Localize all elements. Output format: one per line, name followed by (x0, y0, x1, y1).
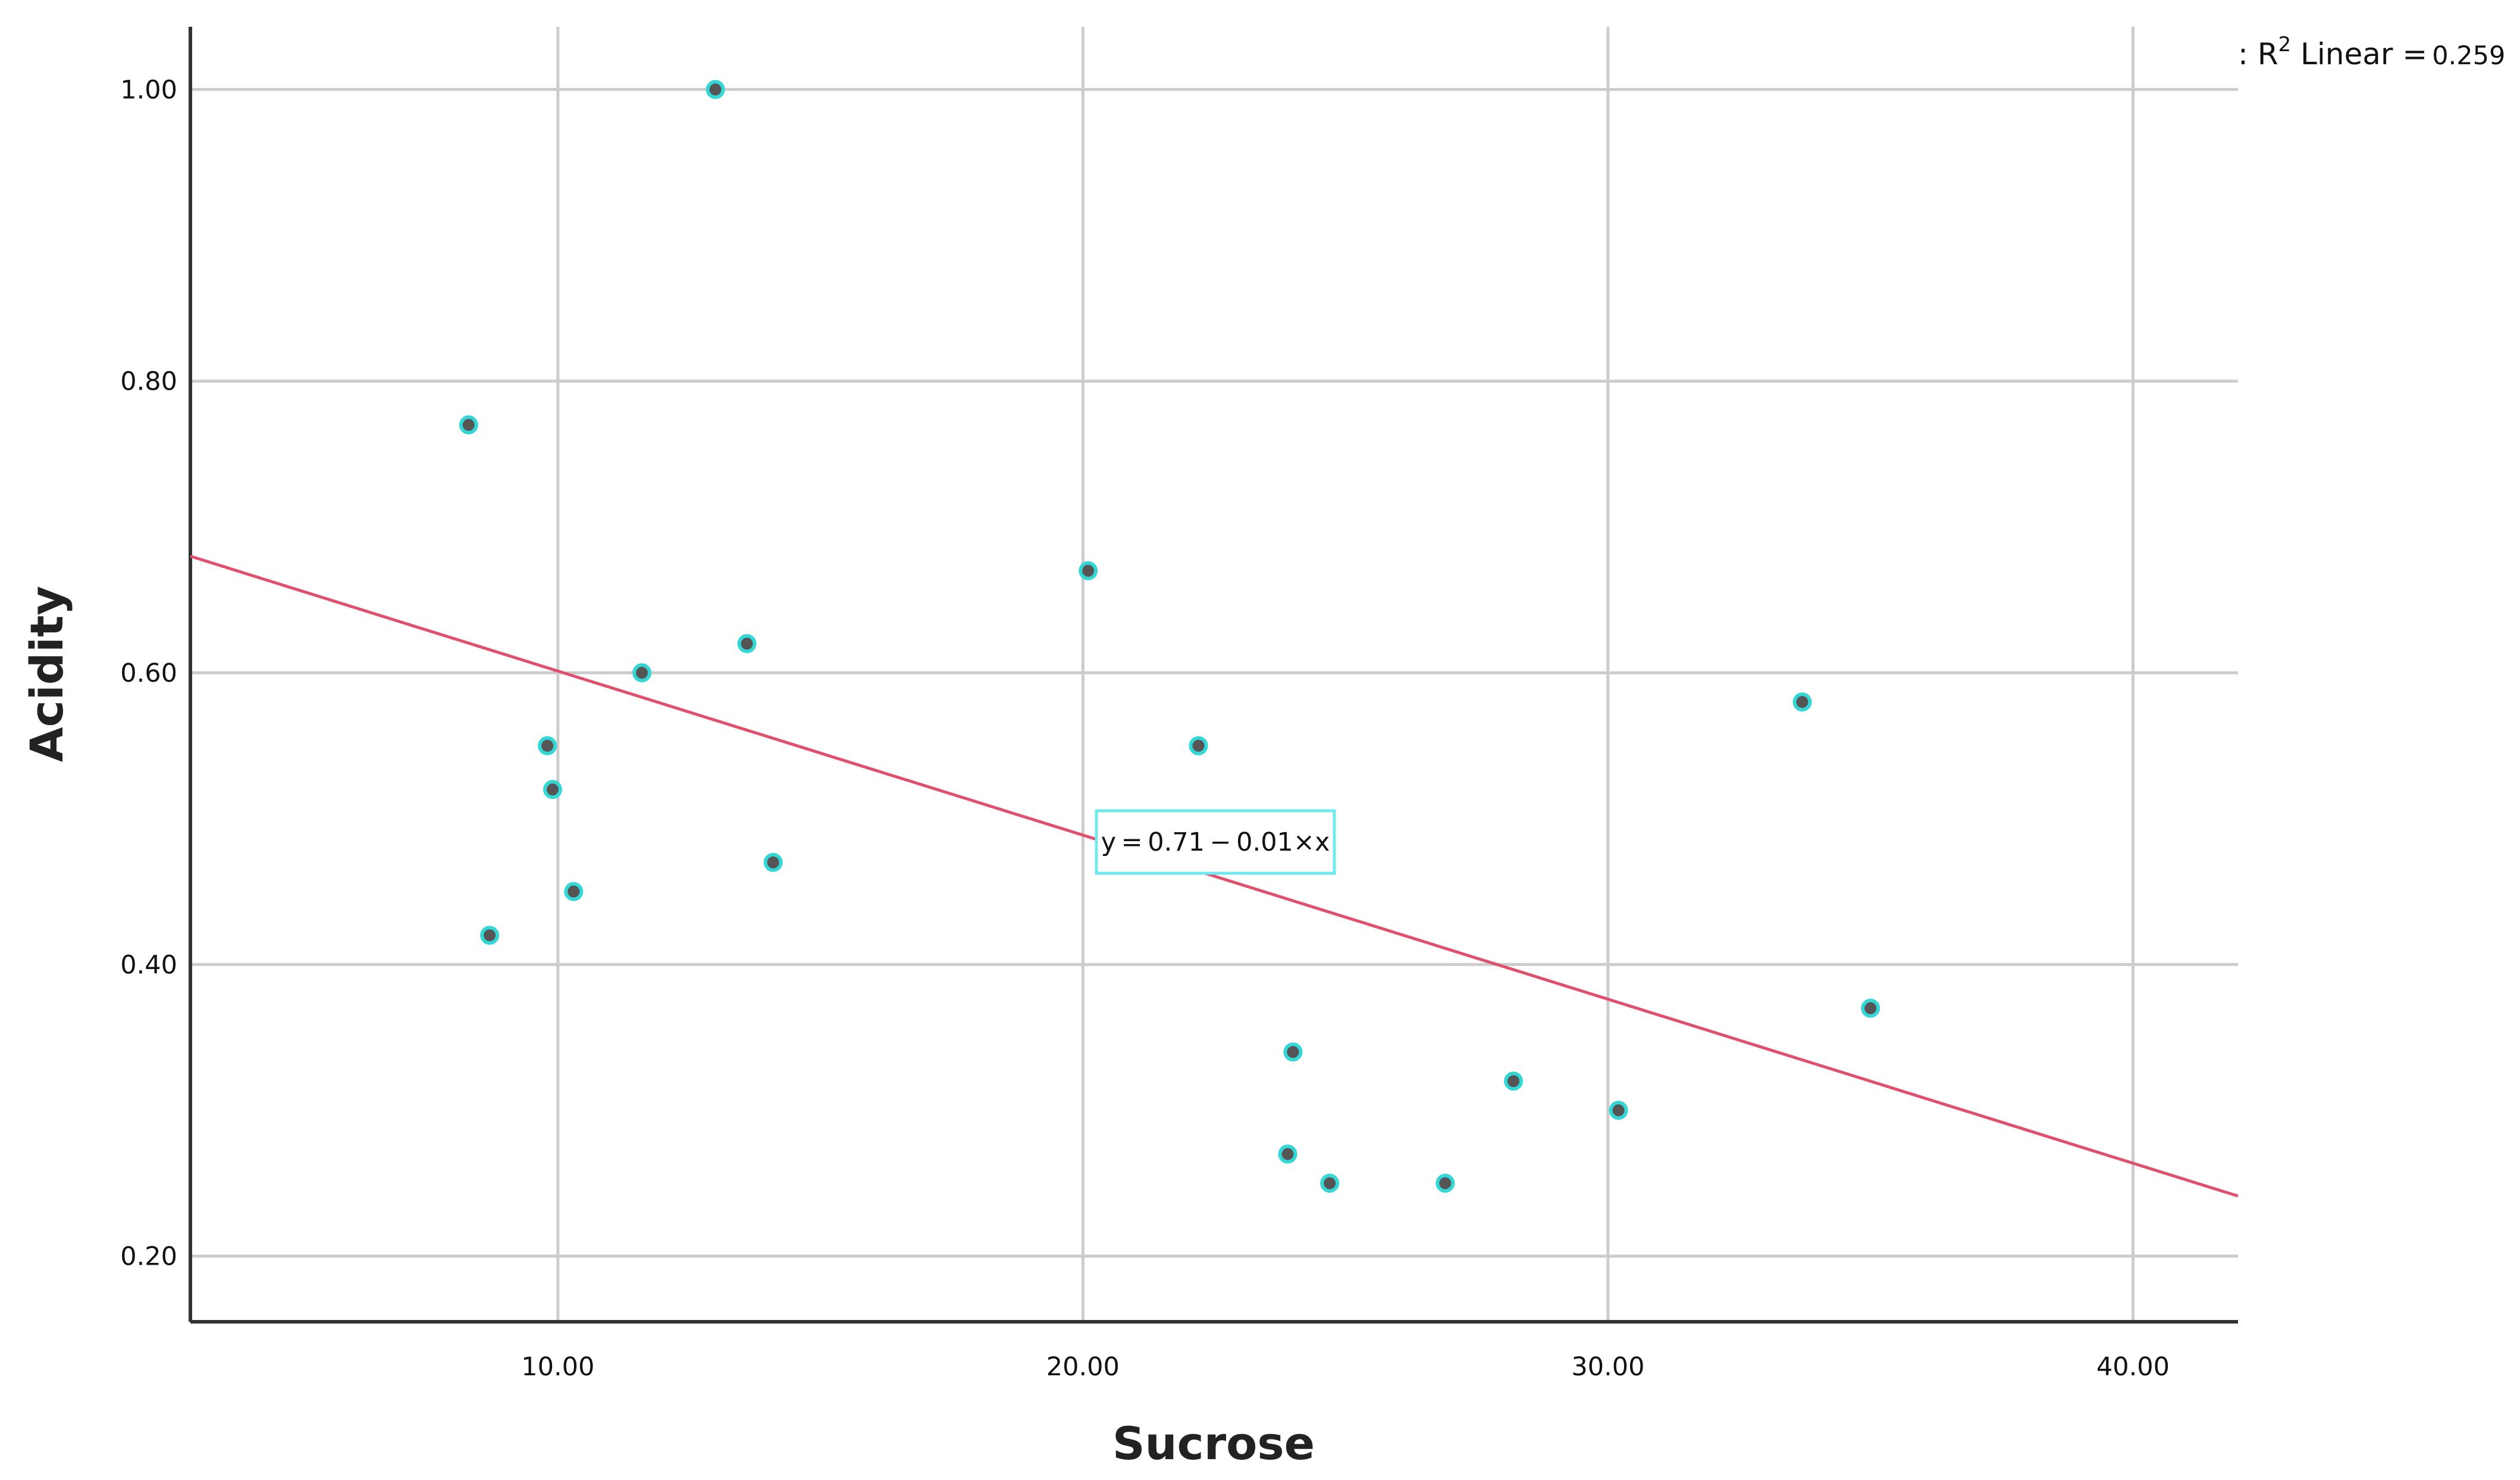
legend-label: Linear = (2291, 37, 2427, 71)
data-point (1320, 1174, 1340, 1193)
data-point (1792, 692, 1812, 712)
y-tick-label: 0.20 (120, 1242, 177, 1272)
equation-annotation: y = 0.71 − 0.01×x (1095, 809, 1336, 875)
y-tick-label: 0.80 (120, 367, 177, 397)
legend-prefix: : R (2238, 37, 2278, 71)
grid-lines (190, 27, 2238, 1322)
x-axis-title: Sucrose (1112, 1417, 1315, 1470)
data-point (1861, 998, 1880, 1018)
data-point (1189, 736, 1208, 755)
legend-text: : R2 Linear = 0.259 (2238, 33, 2505, 71)
data-point (1504, 1071, 1524, 1091)
tick-labels: 10.00 20.00 30.00 40.00 0.20 0.40 0.60 0.80 1.00 (120, 75, 2170, 1382)
data-point (1435, 1174, 1455, 1193)
data-point (564, 882, 584, 901)
y-tick-label: 1.00 (120, 75, 177, 105)
data-point (459, 415, 478, 435)
data-point (632, 663, 652, 683)
data-point (480, 926, 500, 945)
fit-line (190, 554, 2239, 1198)
legend: : R2 Linear = 0.259 (2238, 33, 2505, 71)
legend-superscript: 2 (2278, 33, 2291, 57)
x-tick-label: 40.00 (2096, 1352, 2170, 1382)
data-point (538, 736, 557, 755)
data-points (459, 80, 1880, 1193)
x-tick-label: 20.00 (1046, 1352, 1120, 1382)
data-point (1278, 1145, 1297, 1164)
y-tick-label: 0.60 (120, 659, 177, 688)
data-point (1283, 1042, 1303, 1062)
data-point (1609, 1100, 1628, 1120)
x-tick-label: 30.00 (1571, 1352, 1644, 1382)
legend-value: 0.259 (2432, 41, 2505, 71)
fit-line-group (190, 554, 2239, 1198)
x-tick-label: 10.00 (521, 1352, 594, 1382)
equation-label: y = 0.71 − 0.01×x (1101, 827, 1330, 857)
y-axis-title: Acidity (20, 586, 73, 762)
equation-box (1095, 809, 1336, 875)
data-point (1079, 561, 1098, 581)
y-tick-label: 0.40 (120, 950, 177, 980)
axes (189, 27, 2238, 1324)
data-point (706, 80, 725, 99)
data-point (737, 634, 757, 654)
data-point (543, 780, 562, 799)
data-point (763, 852, 783, 872)
